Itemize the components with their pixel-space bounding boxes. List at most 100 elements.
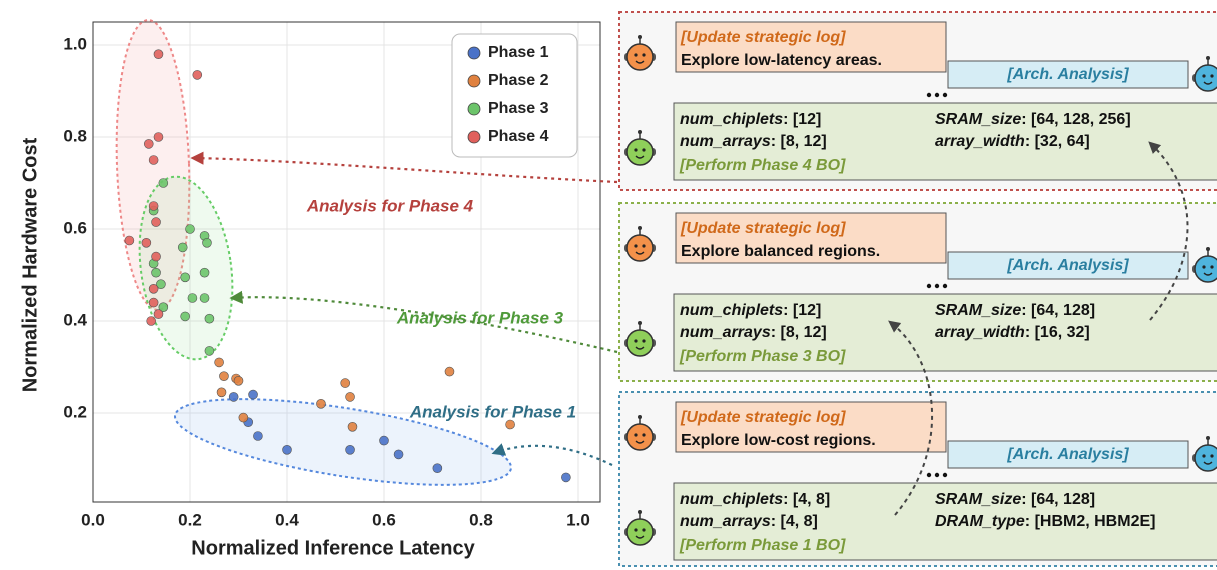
action-text: [Perform Phase 1 BO]: [679, 537, 846, 554]
robot-eye: [642, 433, 646, 437]
robot-eye: [642, 148, 646, 152]
robot-eye: [1202, 265, 1206, 269]
robot-head: [626, 234, 654, 262]
robot-mouth: [635, 60, 645, 64]
data-point: [192, 70, 203, 80]
param-key: array_width: [935, 324, 1025, 341]
analysis-box: [947, 440, 1189, 469]
data-point: [151, 217, 161, 227]
param: SRAM_size: [64, 128]: [935, 302, 1095, 319]
param-key: num_chiplets: [680, 111, 783, 128]
data-point: [185, 224, 195, 234]
param-value: : [HBM2, HBM2E]: [1025, 513, 1156, 530]
legend-box: [451, 33, 578, 158]
param-key: num_chiplets: [680, 302, 783, 319]
x-tick-label: 0.6: [372, 510, 396, 529]
ellipsis-dot: [926, 472, 932, 478]
robot-mouth: [1203, 461, 1213, 465]
analysis-text: [Arch. Analysis]: [1006, 446, 1129, 463]
param-value: : [16, 32]: [1025, 324, 1090, 341]
x-tick-label: 0.8: [469, 510, 493, 529]
robot-eye: [642, 339, 646, 343]
ellipsis-dot: [926, 283, 932, 289]
param-key: SRAM_size: [935, 491, 1021, 508]
robot-head: [626, 138, 654, 166]
param-key: SRAM_size: [935, 111, 1021, 128]
legend-marker: [467, 102, 481, 116]
analysis-text: [Arch. Analysis]: [1006, 66, 1129, 83]
y-tick-label: 0.2: [63, 402, 87, 421]
y-tick-label: 0.4: [63, 310, 87, 329]
params-box: [673, 482, 1217, 561]
data-point: [199, 267, 210, 278]
robot-mouth: [1203, 81, 1213, 85]
data-point: [204, 346, 215, 356]
robot-eye: [634, 339, 638, 343]
robot-eye: [634, 433, 638, 437]
param-value: : [8, 12]: [771, 133, 827, 150]
data-point: [153, 132, 164, 142]
param-value: : [4, 8]: [771, 513, 818, 530]
data-point: [238, 412, 249, 423]
robot-antenna-tip: [638, 321, 642, 325]
data-point: [187, 293, 198, 303]
log-box: [675, 212, 947, 264]
arrow: [190, 151, 618, 184]
param-key: SRAM_size: [935, 302, 1021, 319]
data-point: [177, 242, 188, 253]
params-box: [673, 102, 1217, 181]
data-point: [151, 251, 161, 262]
robot-mouth: [635, 346, 645, 350]
data-point: [148, 155, 159, 165]
robot-eye: [634, 53, 638, 57]
data-point: [214, 357, 224, 368]
legend-label: Phase 2: [488, 72, 549, 89]
robot-mouth: [635, 535, 645, 539]
param-value: : [32, 64]: [1025, 133, 1090, 150]
param: num_chiplets: [12]: [680, 111, 821, 128]
robot-eye: [634, 148, 638, 152]
data-point: [143, 139, 154, 149]
robot-head: [626, 518, 654, 546]
param: num_arrays: [4, 8]: [680, 513, 818, 530]
annotation: Analysis for Phase 1: [409, 402, 576, 421]
robot-eye: [1210, 454, 1214, 458]
param: num_arrays: [8, 12]: [680, 133, 827, 150]
ellipsis-dot: [942, 472, 948, 478]
robot-eye: [1202, 74, 1206, 78]
ellipsis-dot: [926, 92, 932, 98]
analysis-box: [947, 60, 1189, 89]
plot-border: [92, 21, 601, 503]
analysis-text: [Arch. Analysis]: [1006, 257, 1129, 274]
robot-eye: [642, 53, 646, 57]
robot-mouth: [635, 251, 645, 255]
cluster-ellipse: [174, 398, 512, 486]
legend-label: Phase 3: [488, 100, 549, 117]
param-value: : [12]: [783, 302, 821, 319]
panel-arrow: [888, 320, 933, 516]
data-point: [202, 238, 212, 248]
log-title: [Update strategic log]: [680, 29, 846, 46]
data-point: [158, 302, 169, 313]
robot-antenna-tip: [638, 35, 642, 39]
data-point: [216, 387, 227, 398]
ellipsis-dot: [934, 283, 940, 289]
param-key: num_arrays: [680, 133, 771, 150]
legend-marker: [467, 74, 481, 88]
param-key: num_chiplets: [680, 491, 783, 508]
data-point: [444, 366, 455, 377]
data-point: [153, 309, 164, 319]
robot-eye: [634, 528, 638, 532]
ellipsis-dot: [934, 472, 940, 478]
param-key: num_arrays: [680, 324, 771, 341]
data-point: [228, 392, 239, 402]
robot-antenna-tip: [638, 415, 642, 419]
data-point: [219, 371, 229, 382]
action-text: [Perform Phase 3 BO]: [679, 348, 846, 365]
param: array_width: [32, 64]: [935, 133, 1090, 150]
data-point: [180, 311, 190, 322]
x-axis-label: Normalized Inference Latency: [191, 537, 475, 559]
y-tick-label: 0.8: [63, 126, 87, 145]
data-point: [151, 267, 161, 278]
robot-mouth: [635, 440, 645, 444]
